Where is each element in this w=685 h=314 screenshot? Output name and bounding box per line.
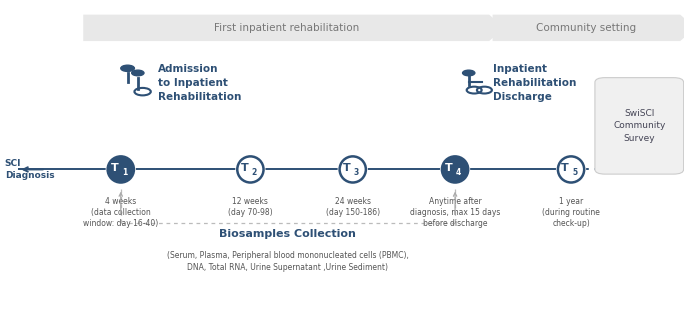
Text: 1: 1: [122, 168, 127, 177]
Text: T: T: [561, 163, 569, 173]
Text: Anytime after
diagnosis, max 15 days
before discharge: Anytime after diagnosis, max 15 days bef…: [410, 197, 500, 228]
Polygon shape: [84, 15, 504, 41]
Text: 4: 4: [456, 168, 462, 177]
Ellipse shape: [558, 156, 584, 182]
Text: T: T: [240, 163, 249, 173]
Text: 3: 3: [353, 168, 359, 177]
Text: 5: 5: [572, 168, 577, 177]
Text: SwiSCI
Community
Survey: SwiSCI Community Survey: [613, 109, 665, 143]
Text: T: T: [111, 163, 119, 173]
Text: 24 weeks
(day 150-186): 24 weeks (day 150-186): [325, 197, 379, 217]
Text: 4 weeks
(data collection
window: day 16-40): 4 weeks (data collection window: day 16-…: [83, 197, 158, 228]
Text: T: T: [343, 163, 351, 173]
Text: 2: 2: [251, 168, 257, 177]
Ellipse shape: [108, 156, 134, 182]
Ellipse shape: [440, 154, 470, 185]
Circle shape: [462, 70, 475, 76]
Text: (Serum, Plasma, Peripheral blood mononucleated cells (PBMC),
DNA, Total RNA, Uri: (Serum, Plasma, Peripheral blood mononuc…: [167, 251, 409, 272]
Text: Admission
to Inpatient
Rehabilitation: Admission to Inpatient Rehabilitation: [158, 64, 242, 102]
Text: 1 year
(during routine
check-up): 1 year (during routine check-up): [542, 197, 600, 228]
Ellipse shape: [338, 154, 368, 185]
Text: T: T: [445, 163, 453, 173]
Text: SCI
Diagnosis: SCI Diagnosis: [5, 159, 54, 180]
Circle shape: [132, 70, 144, 76]
Ellipse shape: [556, 154, 586, 185]
Text: Biosamples Collection: Biosamples Collection: [219, 229, 356, 239]
Text: First inpatient rehabilitation: First inpatient rehabilitation: [214, 23, 359, 33]
Ellipse shape: [237, 156, 264, 182]
FancyBboxPatch shape: [595, 78, 684, 174]
Ellipse shape: [235, 154, 266, 185]
Circle shape: [121, 65, 134, 71]
Text: Inpatient
Rehabilitation
Discharge: Inpatient Rehabilitation Discharge: [493, 64, 576, 102]
Ellipse shape: [340, 156, 366, 182]
Ellipse shape: [105, 154, 136, 185]
Text: Community setting: Community setting: [536, 23, 636, 33]
Text: 12 weeks
(day 70-98): 12 weeks (day 70-98): [228, 197, 273, 217]
Ellipse shape: [442, 156, 469, 182]
Polygon shape: [493, 15, 685, 41]
